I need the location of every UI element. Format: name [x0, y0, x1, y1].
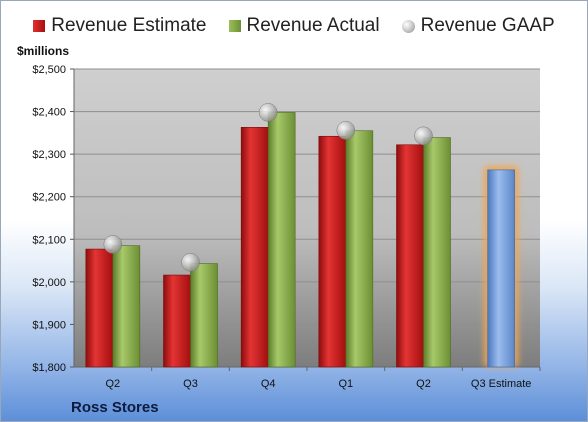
legend-label-actual: Revenue Actual [246, 15, 380, 36]
x-tick-label: Q3 [183, 378, 198, 390]
legend-label-gaap: Revenue GAAP [420, 15, 555, 36]
bar-revenue-estimate [163, 274, 191, 368]
legend-label-estimate: Revenue Estimate [51, 15, 207, 36]
y-tick-label: $1,900 [32, 319, 66, 331]
y-tick-label: $2,200 [32, 192, 66, 204]
bar-revenue-estimate [318, 135, 347, 368]
bar-revenue-actual [112, 245, 141, 368]
bar-revenue-estimate [396, 144, 424, 368]
y-tick-label: $2,500 [32, 64, 66, 76]
point-revenue-gaap [336, 121, 356, 140]
y-tick-label: $2,000 [32, 277, 66, 289]
legend-item-actual: Revenue Actual [228, 15, 380, 37]
point-revenue-gaap [414, 126, 433, 146]
bar-revenue-actual [345, 130, 374, 368]
y-tick-label: $1,800 [32, 362, 66, 374]
x-tick-label: Q2 [416, 378, 431, 390]
plot-area-background [74, 69, 540, 367]
x-tick-label: Q4 [261, 378, 276, 390]
x-tick-label: Q3 Estimate [471, 378, 532, 390]
legend-swatch-estimate [33, 20, 46, 32]
legend-swatch-actual [228, 20, 241, 32]
bar-revenue-estimate [240, 127, 269, 368]
y-tick-label: $2,100 [32, 234, 66, 246]
x-tick-label: Q1 [338, 378, 353, 390]
y-tick-label: $2,300 [32, 149, 66, 161]
y-axis-units-label: $millions [17, 44, 70, 58]
point-revenue-gaap [103, 235, 123, 254]
bar-revenue-estimate [85, 248, 114, 368]
legend-item-estimate: Revenue Estimate [33, 15, 207, 37]
point-revenue-gaap [181, 253, 200, 272]
y-tick-label: $2,400 [32, 107, 66, 119]
bar-revenue-actual [267, 112, 296, 368]
legend-swatch-gaap [401, 19, 415, 33]
company-name: Ross Stores [71, 399, 159, 416]
bar-revenue-actual [423, 137, 451, 368]
x-tick-label: Q2 [105, 378, 120, 390]
bar-revenue-actual [190, 263, 218, 368]
bar-revenue-projection [487, 169, 515, 368]
legend-item-gaap: Revenue GAAP [401, 15, 555, 37]
chart-legend: Revenue Estimate Revenue Actual Revenue … [1, 15, 587, 37]
point-revenue-gaap [258, 103, 278, 122]
